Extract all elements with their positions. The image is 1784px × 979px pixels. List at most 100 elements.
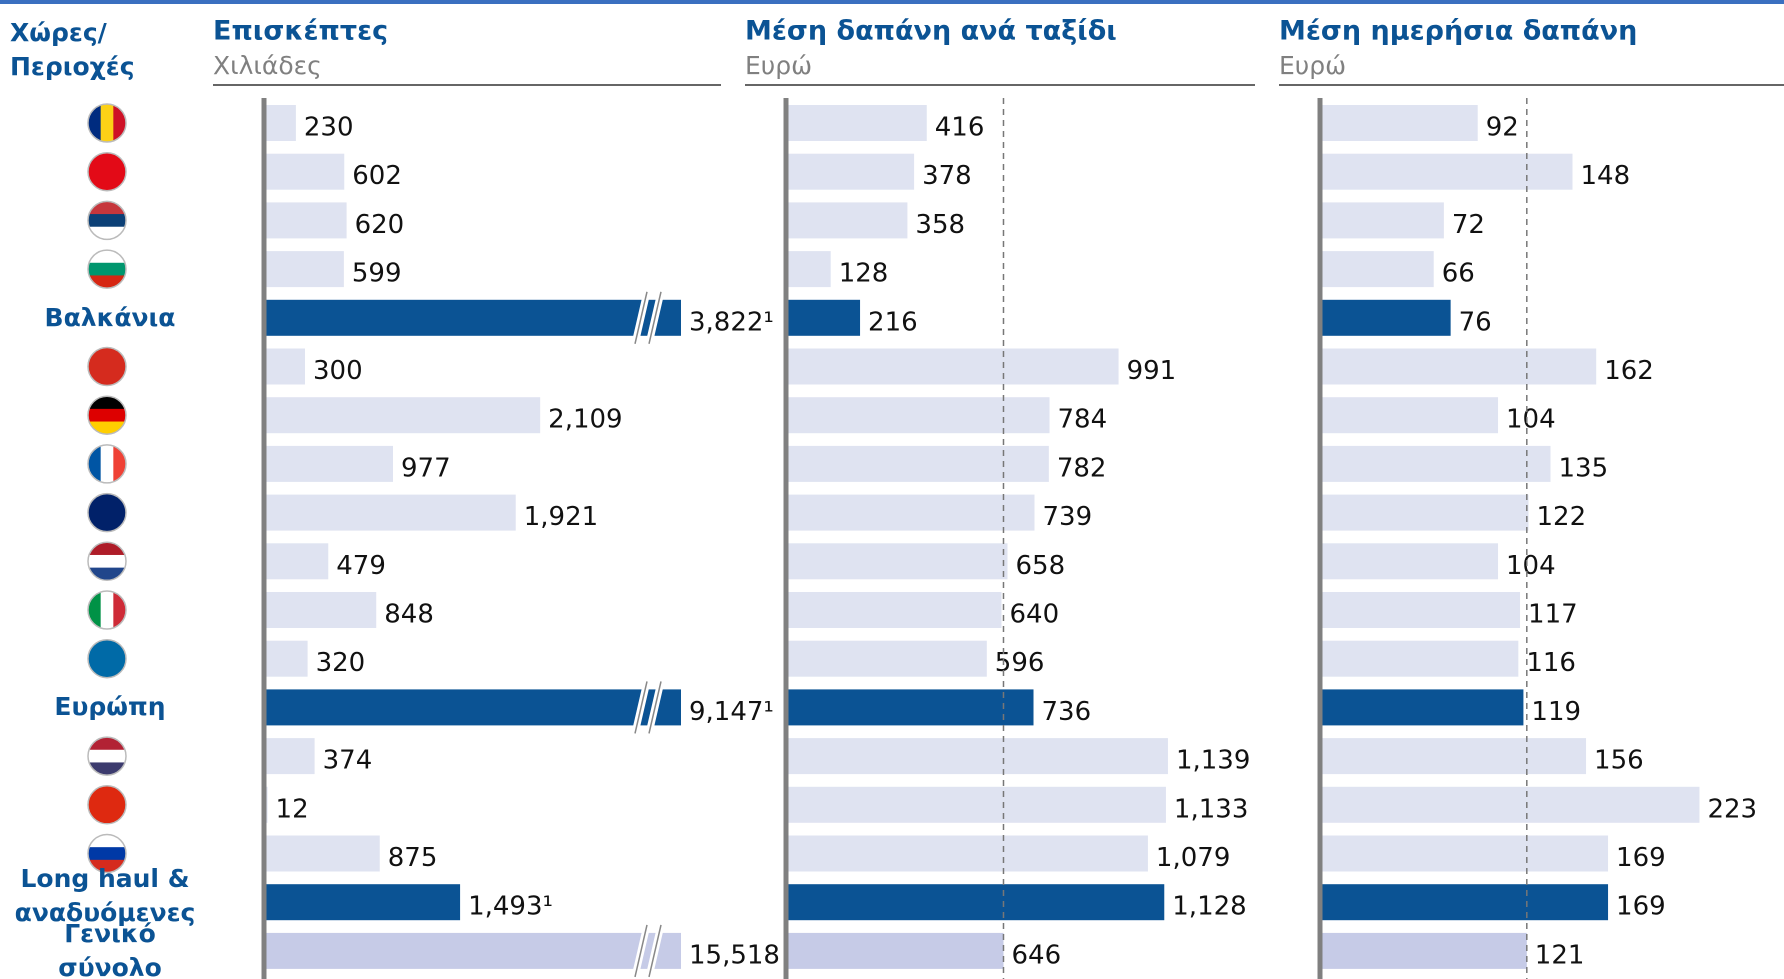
value-label: 977 [401,453,451,483]
flag-rim [87,103,127,143]
bar [788,738,1168,775]
bar [266,884,461,921]
flag-stripe [100,591,114,629]
axis-break [634,924,648,978]
flag-stripe [88,847,126,861]
value-label: 620 [355,210,405,240]
value-label: 739 [1043,502,1093,532]
bar [266,689,681,726]
value-label: 121 [1535,940,1585,970]
value-label: 991 [1127,356,1177,386]
bar [1322,494,1529,531]
bar [788,153,915,190]
bar [266,105,296,141]
bar [788,105,927,141]
category-label: Βαλκάνια [44,302,176,332]
bar [266,543,329,580]
flag-stripe [100,444,114,483]
flag-field [88,493,126,532]
bar [266,932,681,969]
bar [1322,543,1499,580]
flag-field [88,639,126,678]
value-label: 104 [1506,405,1556,435]
flag-stripe [88,396,126,410]
value-label: 848 [384,600,434,630]
header: Χώρες/ Περιοχές [10,18,135,81]
flag-rim [87,833,127,874]
bar [788,348,1119,385]
value-label: 12 [276,794,309,824]
value-label: 479 [336,551,386,581]
value-label: 66 [1442,259,1475,289]
flag-stripe [88,834,126,848]
flag-stripe [88,554,126,569]
flag-field [88,152,126,191]
flag-stripe [88,444,102,483]
value-label: 72 [1452,210,1485,240]
bar [266,397,541,434]
flag-rim [87,541,127,582]
value-label: 300 [313,356,363,386]
value-label: 602 [352,161,402,191]
bar [266,494,516,531]
bar [1322,202,1444,239]
bar [266,299,681,336]
flag-rim [87,151,127,192]
bar [788,640,987,677]
panel-title: Μέση ημερήσια δαπάνη [1279,16,1637,47]
flag-stripe [88,542,126,556]
bar [1322,397,1499,434]
value-label: 1,139 [1176,746,1250,776]
bar [1322,348,1597,385]
bar [266,202,347,239]
flag-rim [87,736,127,776]
bar [788,299,861,336]
value-label: 92 [1486,113,1519,143]
bar [266,835,380,872]
axis-break [648,924,662,978]
value-label: 156 [1594,746,1644,776]
bar [266,592,377,628]
flag-field [88,785,126,824]
bar [1322,105,1478,141]
value-label: 358 [915,210,965,240]
value-label: 128 [839,259,889,289]
flag-rim [87,590,127,630]
value-label: 1,079 [1156,843,1230,873]
panel-title: Μέση δαπάνη ανά ταξίδι [745,16,1117,47]
value-label: 117 [1528,600,1578,630]
value-label: 416 [935,113,985,143]
bar [1322,251,1434,288]
axis-break [634,291,648,344]
bar [788,884,1165,921]
value-label: 1,128 [1172,892,1246,922]
value-label: 736 [1042,697,1092,727]
bar [788,543,1008,580]
bar [788,835,1148,872]
flag-rim [87,638,127,679]
flag-rim [87,249,127,289]
bar [788,445,1049,482]
value-label: 122 [1536,502,1586,532]
value-label: 1,921 [524,502,598,532]
bar [1322,592,1521,628]
flag-rim [87,785,127,825]
flag-rim [87,444,127,484]
bar [1322,786,1700,823]
panel-subtitle: Ευρώ [745,51,812,80]
panel-subtitle: Ευρώ [1279,51,1346,80]
bar [1322,299,1451,336]
bar [1322,884,1609,921]
axis-break [634,681,648,734]
flag [88,785,126,824]
panel-title: Επισκέπτες [213,16,388,47]
bar [1322,738,1587,775]
value-label: 596 [995,648,1045,678]
flag-stripe [88,737,126,751]
flag [88,639,126,678]
flag [88,152,126,191]
bar [788,251,831,288]
bar [788,592,1002,628]
